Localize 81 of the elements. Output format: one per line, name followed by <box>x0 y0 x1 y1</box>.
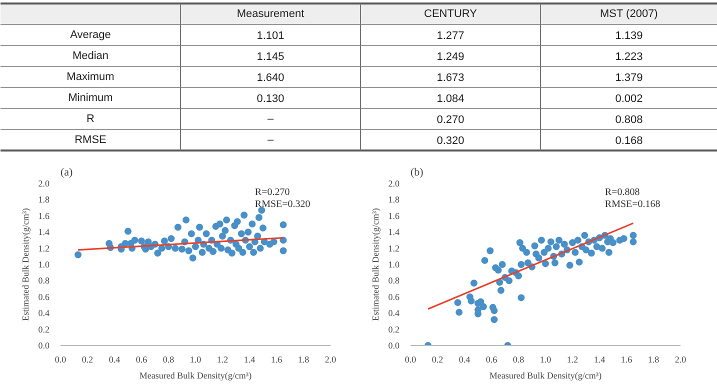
x-tick-label: 1.8 <box>298 354 310 364</box>
text: 1.277 <box>436 30 464 42</box>
y-tick-label: 0.8 <box>388 276 400 286</box>
category-label: Minimum <box>68 92 113 104</box>
x-tick-label: 0.2 <box>82 354 94 364</box>
x-tick-label: 0.8 <box>162 354 175 364</box>
text: 1.673 <box>436 72 464 84</box>
text: 1.145 <box>256 51 284 63</box>
category-label: Measurement <box>236 8 304 20</box>
y-tick-label: 0.4 <box>38 308 50 318</box>
x-axis-title: Measured Bulk Density(g/cm³) <box>489 370 602 380</box>
x-tick-label: 0.6 <box>486 354 498 364</box>
x-tick-label: 0.8 <box>512 354 525 364</box>
x-tick-label: 2.0 <box>324 354 337 364</box>
annotation: RMSE=0.320 <box>254 199 310 210</box>
x-tick-label: 1.6 <box>270 354 283 364</box>
text: 1.249 <box>436 51 464 63</box>
y-tick-label: 1.8 <box>388 194 400 205</box>
x-axis-title: Measured Bulk Density(g/cm³) <box>139 370 252 380</box>
y-tick-label: 1.6 <box>38 210 50 221</box>
text: – <box>267 134 274 146</box>
text: 0.320 <box>436 135 464 147</box>
x-tick-label: 0.0 <box>404 354 417 364</box>
y-tick-label: 2.0 <box>388 178 400 188</box>
y-tick-label: 0.0 <box>38 340 50 350</box>
y-tick-label: 1.6 <box>388 210 400 221</box>
x-tick-label: 0.0 <box>54 354 67 364</box>
chart-title: (a) <box>60 166 74 178</box>
y-tick-label: 0.6 <box>388 292 400 302</box>
text: 1.101 <box>256 30 284 42</box>
annotation: R=0.808 <box>604 187 640 198</box>
y-tick-label: 1.4 <box>38 227 50 238</box>
y-tick-label: 0.8 <box>38 276 50 286</box>
x-tick-label: 1.2 <box>566 354 578 364</box>
y-tick-label: 2.0 <box>38 178 50 188</box>
text: 1.084 <box>436 93 464 105</box>
x-tick-label: 0.6 <box>136 354 148 364</box>
text: 0.168 <box>615 135 643 147</box>
x-tick-label: 1.6 <box>620 354 633 364</box>
x-tick-label: 0.2 <box>432 354 444 364</box>
x-tick-label: 1.4 <box>244 354 256 364</box>
y-axis-title: Estimated Bulk Density(g/cm³) <box>20 208 30 321</box>
category-label: MST (2007) <box>600 8 658 20</box>
category-label: Median <box>72 50 109 62</box>
y-axis-title: Estimated Bulk Density(g/cm³) <box>370 208 380 321</box>
text: 0.130 <box>256 93 284 105</box>
text: 1.139 <box>615 30 643 42</box>
y-tick-label: 1.8 <box>38 194 50 205</box>
x-tick-label: 2.0 <box>674 354 687 364</box>
y-tick-label: 0.2 <box>388 324 400 334</box>
text: 1.223 <box>615 51 643 63</box>
y-tick-label: 1.2 <box>38 243 50 254</box>
x-tick-label: 0.4 <box>458 354 471 364</box>
x-tick-label: 0.4 <box>108 354 121 364</box>
annotation: R=0.270 <box>254 187 290 198</box>
category-label: Maximum <box>66 71 114 83</box>
y-tick-label: 1.0 <box>388 260 400 270</box>
text: 0.270 <box>436 114 464 126</box>
y-tick-label: 0.4 <box>388 308 400 318</box>
annotation: RMSE=0.168 <box>604 199 660 210</box>
x-tick-label: 1.2 <box>216 354 228 364</box>
y-tick-label: 0.6 <box>38 292 50 302</box>
x-tick-label: 1.0 <box>540 354 552 364</box>
x-tick-label: 1.0 <box>190 354 202 364</box>
text: 0.002 <box>615 93 643 105</box>
y-tick-label: 1.2 <box>388 243 400 254</box>
y-tick-label: 1.4 <box>388 227 400 238</box>
x-tick-label: 1.8 <box>648 354 660 364</box>
text: – <box>267 113 274 125</box>
text: 1.379 <box>615 72 643 84</box>
category-label: CENTURY <box>424 8 478 20</box>
category-label: Average <box>70 29 111 41</box>
category-label: RMSE <box>74 134 106 146</box>
text: 0.808 <box>615 114 643 126</box>
chart-title: (b) <box>410 166 424 178</box>
x-tick-label: 1.4 <box>594 354 606 364</box>
y-tick-label: 0.0 <box>388 340 400 350</box>
y-tick-label: 0.2 <box>38 324 50 334</box>
y-tick-label: 1.0 <box>38 260 50 270</box>
category-label: R <box>86 113 94 125</box>
text: 1.640 <box>256 72 284 84</box>
